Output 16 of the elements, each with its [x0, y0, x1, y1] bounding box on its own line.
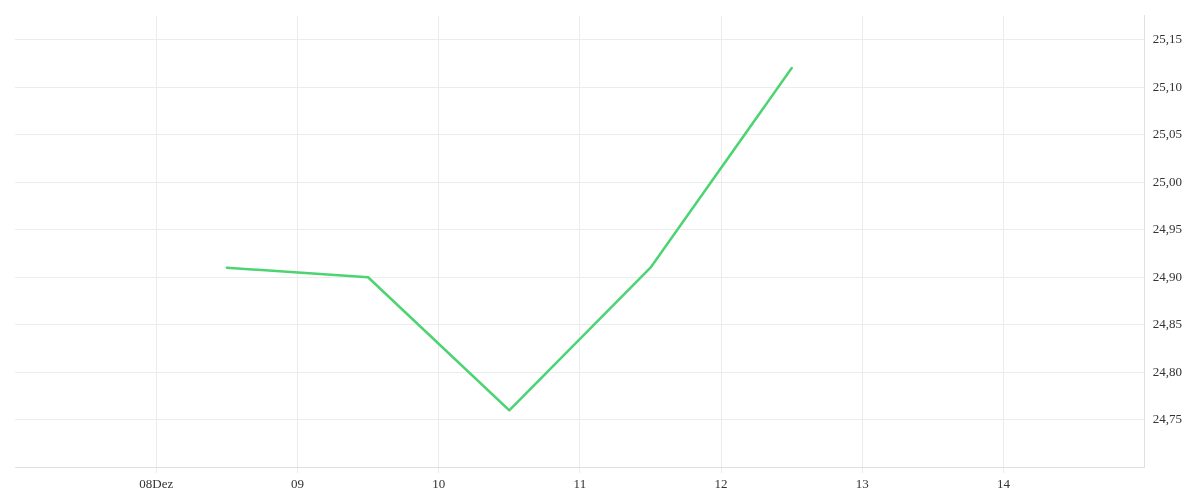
x-tick-label: 11 — [573, 475, 587, 491]
y-tick-label: 24,90 — [1152, 268, 1182, 284]
y-tick-label: 25,15 — [1152, 30, 1182, 46]
x-tick-label: 08Dez — [139, 475, 174, 491]
y-tick-label: 25,10 — [1152, 78, 1182, 94]
x-tick-label: 13 — [855, 475, 869, 491]
y-tick-label: 25,05 — [1152, 126, 1182, 142]
y-tick-label: 24,85 — [1152, 316, 1182, 332]
y-tick-label: 25,00 — [1152, 173, 1182, 189]
y-tick-label: 24,80 — [1152, 363, 1182, 379]
x-tick-label: 10 — [432, 475, 446, 491]
x-tick-label: 12 — [714, 475, 728, 491]
y-tick-label: 24,75 — [1152, 411, 1182, 427]
x-tick-label: 09 — [290, 475, 304, 491]
y-tick-label: 24,95 — [1152, 221, 1182, 237]
x-tick-label: 14 — [997, 475, 1011, 491]
